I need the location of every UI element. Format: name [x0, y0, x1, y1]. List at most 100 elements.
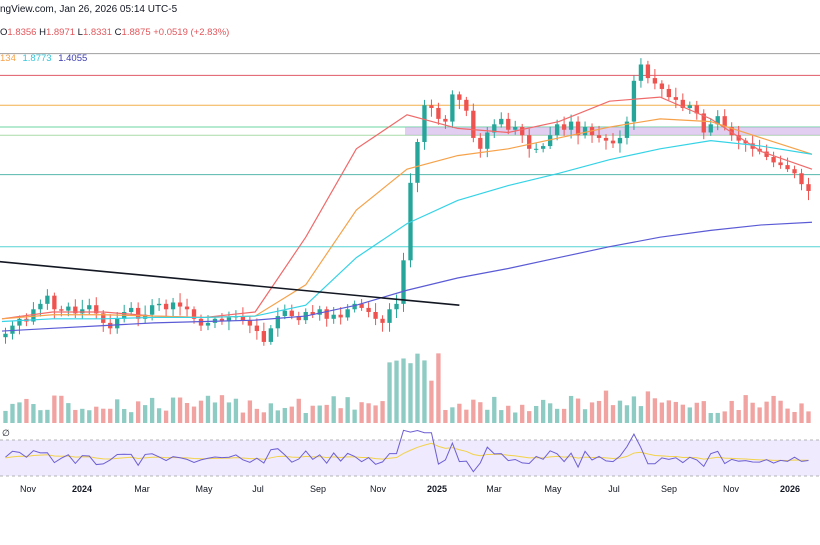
- candle-body: [506, 118, 511, 130]
- volume-bar: [687, 407, 692, 423]
- volume-bar: [701, 401, 706, 423]
- volume-bar: [513, 412, 518, 423]
- candle-body: [540, 146, 546, 149]
- candle-body: [687, 105, 692, 108]
- x-axis-label: May: [544, 484, 562, 494]
- volume-bar: [101, 408, 106, 423]
- volume-bar: [666, 400, 672, 423]
- volume-bar: [135, 401, 141, 423]
- ma-legend: 134 1.8773 1.4055: [0, 53, 87, 64]
- candle-body: [436, 108, 441, 119]
- candle-body: [275, 316, 280, 329]
- candle-body: [184, 306, 190, 310]
- ma-line-0: [1, 96, 813, 320]
- candle-body: [142, 314, 148, 319]
- volume-bar: [198, 400, 204, 423]
- x-axis-label: Sep: [661, 484, 677, 494]
- candle-body: [603, 137, 609, 141]
- volume-bar: [534, 405, 539, 423]
- ma2-value: 1.8773: [22, 53, 52, 64]
- volume-bar: [520, 404, 525, 423]
- candle-body: [268, 328, 274, 342]
- volume-bar: [303, 412, 308, 423]
- candle-body: [338, 314, 343, 318]
- volume-bar: [485, 409, 490, 423]
- candle-body: [443, 118, 448, 122]
- volume-bar: [561, 408, 567, 423]
- candle-body: [666, 88, 672, 98]
- close-value: 1.8875: [121, 27, 151, 38]
- source-name: ngView.com: [0, 4, 54, 15]
- volume-bar: [708, 412, 713, 423]
- volume-bar: [66, 403, 71, 423]
- volume-bar: [275, 410, 280, 423]
- volume-bar: [415, 353, 420, 423]
- volume-bar: [757, 407, 762, 423]
- candle-body: [610, 140, 616, 144]
- volume-bar: [450, 407, 455, 423]
- volume-bar: [603, 390, 609, 423]
- volume-bar: [729, 400, 734, 423]
- volume-bar: [366, 403, 371, 423]
- volume-bar: [268, 403, 274, 423]
- volume-bar: [492, 396, 497, 423]
- candle-body: [101, 313, 106, 323]
- candle-body: [205, 322, 211, 326]
- volume-bar: [506, 405, 511, 423]
- volume-bar: [575, 398, 581, 423]
- candle-body: [345, 309, 350, 318]
- candle-body: [694, 105, 699, 114]
- x-axis-label: Nov: [723, 484, 740, 494]
- candle-body: [582, 127, 588, 136]
- volume-bar: [617, 400, 623, 423]
- volume-bar: [792, 411, 797, 423]
- open-label: O: [0, 27, 8, 38]
- volume-bar: [233, 398, 239, 423]
- volume-bar: [638, 406, 644, 423]
- volume-bar: [736, 409, 741, 423]
- volume-bar: [408, 363, 413, 423]
- volume-bar: [3, 410, 8, 423]
- chart-header: ngView.com, Jan 26, 2026 05:14 UTC-5: [0, 4, 178, 15]
- candle-body: [226, 317, 232, 322]
- volume-bar: [471, 399, 476, 423]
- candle-body: [324, 309, 329, 319]
- candle-body: [87, 305, 92, 310]
- volume-bar: [478, 402, 483, 423]
- rsi-icon: ∅: [2, 428, 10, 438]
- volume-bar: [568, 395, 574, 423]
- volume-bar: [254, 408, 260, 423]
- candle-body: [135, 307, 141, 319]
- volume-bar: [177, 397, 183, 423]
- candle-body: [722, 116, 727, 128]
- volume-bar: [80, 408, 85, 423]
- x-axis-label: Jul: [252, 484, 264, 494]
- x-axis-label: Jul: [608, 484, 620, 494]
- candle-body: [771, 156, 776, 163]
- volume-bar: [771, 395, 776, 423]
- volume-bar: [652, 398, 658, 423]
- candle-body: [513, 127, 518, 130]
- candle-body: [191, 309, 197, 319]
- high-value: 1.8971: [45, 27, 76, 38]
- volume-bar: [219, 395, 225, 423]
- volume-bar: [359, 402, 364, 423]
- candle-body: [659, 83, 665, 89]
- candle-body: [149, 305, 155, 315]
- candle-body: [129, 307, 134, 312]
- volume-bar: [380, 401, 385, 423]
- candle-body: [624, 121, 630, 138]
- candle-body: [547, 135, 553, 147]
- candle-body: [457, 94, 462, 100]
- volume-bar: [38, 410, 43, 423]
- volume-bar: [778, 400, 783, 423]
- candle-body: [366, 307, 371, 312]
- candle-body: [575, 121, 581, 136]
- ma-line-1: [1, 118, 813, 320]
- volume-bar: [527, 411, 532, 423]
- volume-bar: [129, 412, 134, 423]
- trendline: [0, 260, 460, 306]
- x-axis-label: Nov: [20, 484, 37, 494]
- candle-body: [94, 305, 99, 314]
